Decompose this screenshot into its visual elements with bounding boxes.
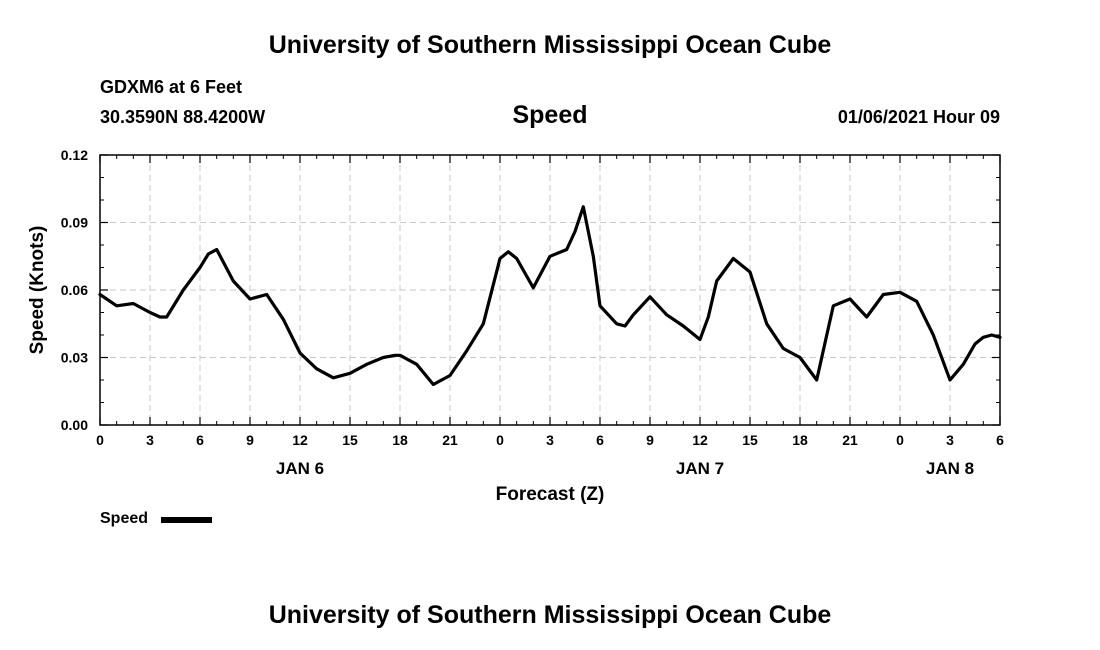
x-tick-label: 18 [392,432,408,448]
speed-series-line [98,205,1002,387]
x-tick-label: 9 [246,432,254,448]
x-tick-label: 18 [792,432,808,448]
x-tick-label: 12 [692,432,708,448]
x-tick-label: 15 [742,432,758,448]
x-tick-label: 3 [946,432,954,448]
institution-header: University of Southern Mississippi Ocean… [268,31,832,59]
x-tick-label: 3 [546,432,554,448]
x-tick-label: 6 [996,432,1004,448]
x-tick-label: 0 [496,432,504,448]
forecast-datetime: 01/06/2021 Hour 09 [837,107,1000,127]
x-tick-label: 12 [292,432,308,448]
x-tick-label: 21 [442,432,458,448]
legend-label: Speed [100,510,149,527]
x-tick-label: 6 [596,432,604,448]
y-tick-label: 0.03 [61,350,88,366]
station-coordinates: 30.3590N 88.4200W [100,107,266,127]
x-tick-label: 0 [896,432,904,448]
x-day-label: JAN 7 [676,459,724,478]
x-day-label: JAN 8 [926,459,974,478]
x-tick-label: 0 [96,432,104,448]
x-tick-label: 21 [842,432,858,448]
y-tick-label: 0.06 [61,282,88,298]
y-tick-label: 0.09 [61,215,88,231]
y-axis-title: Speed (Knots) [27,226,48,355]
x-tick-label: 6 [196,432,204,448]
x-tick-label: 15 [342,432,358,448]
x-tick-label: 3 [146,432,154,448]
y-tick-label: 0.12 [61,147,88,163]
station-label: GDXM6 at 6 Feet [100,77,243,97]
legend-line-swatch [161,517,212,523]
institution-footer: University of Southern Mississippi Ocean… [268,601,832,629]
x-tick-label: 9 [646,432,654,448]
y-tick-label: 0.00 [61,417,88,433]
x-axis-title: Forecast (Z) [496,484,605,505]
x-day-label: JAN 6 [276,459,324,478]
chart-title: Speed [512,101,588,129]
